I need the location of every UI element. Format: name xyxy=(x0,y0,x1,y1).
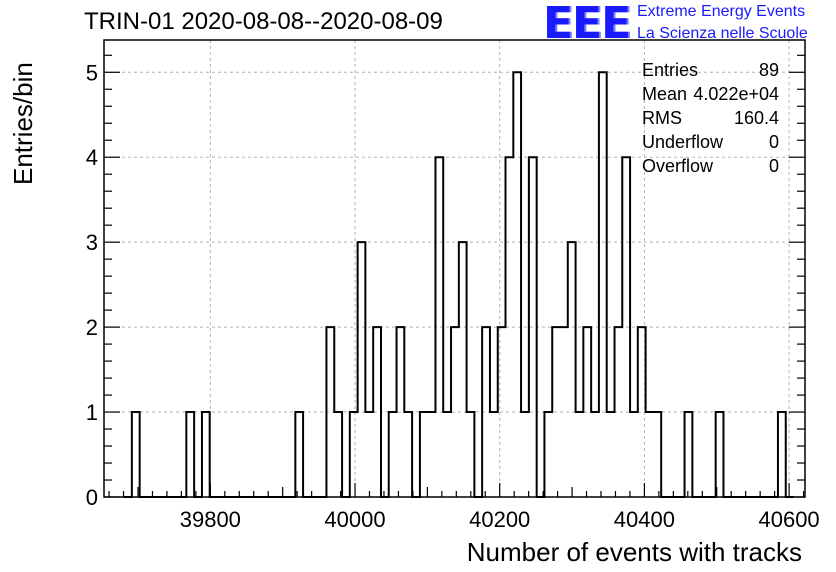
stats-value: 0 xyxy=(768,132,779,152)
y-tick-label: 4 xyxy=(86,145,98,170)
stats-value: 0 xyxy=(768,156,779,176)
chart-title: TRIN-01 2020-08-08--2020-08-09 xyxy=(84,8,443,35)
logo-caption-line2: La Scienza nelle Scuole xyxy=(637,25,808,42)
y-axis-label: Entries/bin xyxy=(8,62,38,185)
x-axis-label: Number of events with tracks xyxy=(466,537,802,567)
stats-key: Entries xyxy=(642,60,699,80)
stats-key: Mean xyxy=(642,84,688,104)
plot-frame xyxy=(103,39,806,498)
stats-row-mean: Mean 4.022e+04 xyxy=(642,84,779,108)
axis-tick-labels: 39800 40000 40200 40400 40600 0 1 2 3 4 5 xyxy=(86,60,820,532)
stats-row-underflow: Underflow 0 xyxy=(642,132,779,156)
stats-value: 4.022e+04 xyxy=(693,84,779,104)
stats-value: 89 xyxy=(758,60,779,80)
eee-logo: EEE xyxy=(543,0,631,49)
y-tick-label: 3 xyxy=(86,230,98,255)
stats-value: 160.4 xyxy=(733,108,779,128)
stats-row-rms: RMS 160.4 xyxy=(642,108,779,132)
y-tick-label: 0 xyxy=(86,485,98,510)
y-tick-label: 5 xyxy=(86,60,98,85)
stats-row-overflow: Overflow 0 xyxy=(642,156,779,180)
stats-key: Underflow xyxy=(642,132,724,152)
x-tick-label: 40600 xyxy=(758,507,819,532)
x-tick-label: 40200 xyxy=(469,507,530,532)
x-tick-label: 40400 xyxy=(614,507,675,532)
stats-row-entries: Entries 89 xyxy=(642,60,779,84)
stats-box: Entries 89 Mean 4.022e+04 RMS 160.4 Unde… xyxy=(642,60,779,180)
stats-key: Overflow xyxy=(642,156,714,176)
y-tick-label: 1 xyxy=(86,400,98,425)
x-tick-label: 39800 xyxy=(180,507,241,532)
x-tick-label: 40000 xyxy=(324,507,385,532)
y-tick-label: 2 xyxy=(86,315,98,340)
axis-ticks xyxy=(104,54,805,498)
stats-key: RMS xyxy=(642,108,682,128)
logo-caption-line1: Extreme Energy Events xyxy=(637,3,806,20)
